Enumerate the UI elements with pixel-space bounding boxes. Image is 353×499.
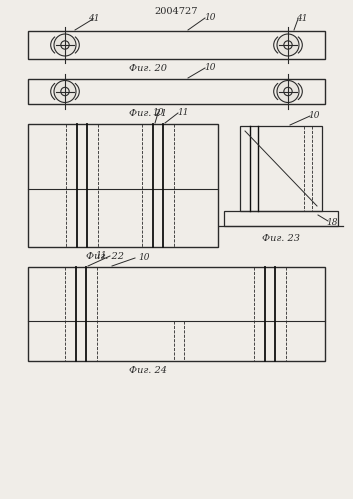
Bar	[240, 126, 322, 211]
Text: 11: 11	[96, 250, 107, 259]
Circle shape	[284, 87, 292, 96]
Text: 41: 41	[88, 13, 100, 22]
Text: Фиг. 21: Фиг. 21	[129, 109, 167, 118]
Text: 10: 10	[204, 12, 215, 21]
Circle shape	[284, 41, 292, 49]
Text: 11: 11	[177, 107, 189, 116]
Text: Фиг. 20: Фиг. 20	[129, 64, 167, 73]
Circle shape	[54, 34, 76, 56]
Text: 10: 10	[308, 110, 319, 119]
Text: 2004727: 2004727	[154, 7, 198, 16]
Text: 41: 41	[296, 13, 307, 22]
Circle shape	[277, 80, 299, 102]
Circle shape	[277, 34, 299, 56]
Circle shape	[54, 80, 76, 102]
Bar	[28, 124, 218, 247]
Text: 10: 10	[152, 107, 163, 116]
Text: 10: 10	[204, 62, 215, 71]
Text: Фиг. 24: Фиг. 24	[129, 366, 167, 375]
Bar	[28, 79, 325, 104]
Bar	[224, 211, 338, 226]
Circle shape	[61, 41, 69, 49]
Text: Фиг. 23: Фиг. 23	[262, 234, 300, 243]
Text: Фиг. 22: Фиг. 22	[86, 252, 124, 261]
Bar	[28, 31, 325, 59]
Bar	[28, 267, 325, 361]
Text: 18: 18	[326, 218, 337, 227]
Circle shape	[61, 87, 69, 96]
Text: 10: 10	[138, 252, 150, 261]
